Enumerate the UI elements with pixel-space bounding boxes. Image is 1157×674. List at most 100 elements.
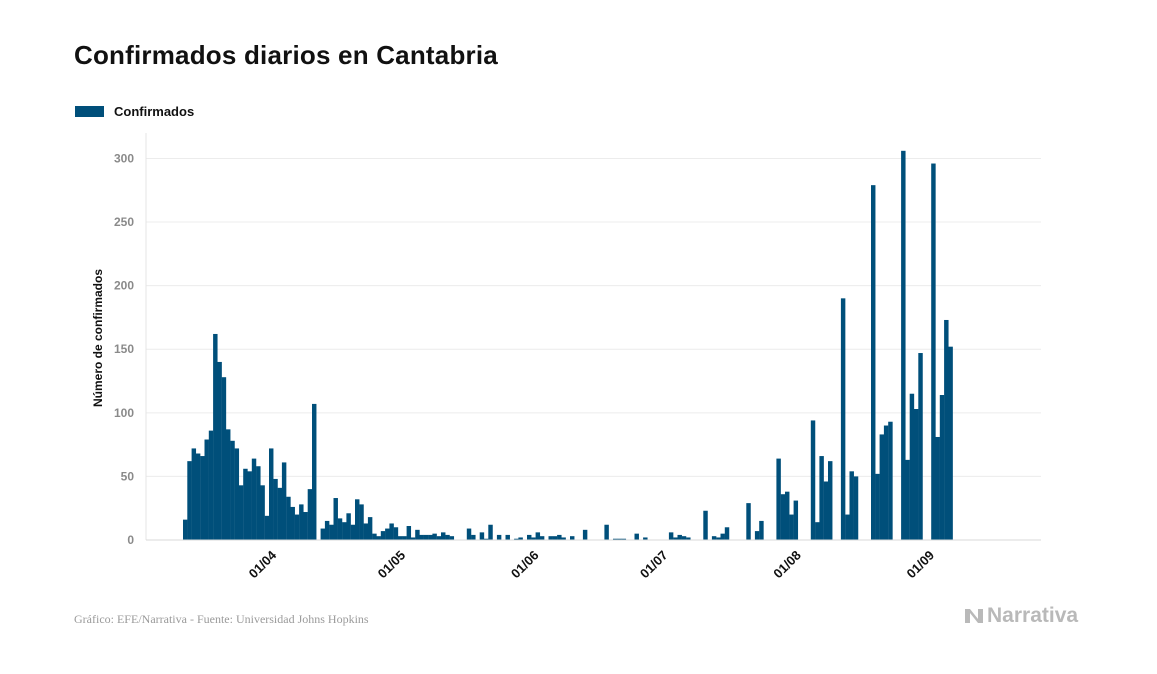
bar (780, 494, 786, 540)
legend-swatch (75, 106, 104, 117)
bar (428, 534, 433, 540)
y-tick-labels: 0 50 100 150 200 250 300 (114, 151, 134, 547)
bar (505, 534, 510, 540)
bar (535, 532, 541, 540)
bar (380, 531, 386, 540)
bar (561, 537, 566, 540)
bar (875, 473, 880, 540)
bar (759, 520, 764, 540)
bars (183, 150, 953, 541)
bar (415, 529, 420, 540)
bar (617, 538, 622, 540)
bar (183, 519, 188, 540)
bar (582, 529, 588, 540)
bar (918, 353, 923, 540)
y-tick-label: 300 (114, 151, 134, 165)
bar (883, 425, 889, 540)
bar (668, 532, 674, 540)
bar (711, 536, 717, 540)
bar (355, 499, 360, 540)
bar (840, 298, 846, 540)
brand-logo: Narrativa (964, 604, 1078, 628)
bar (828, 461, 833, 540)
bar (436, 536, 442, 540)
bar (419, 534, 424, 540)
bar (337, 518, 343, 540)
x-tick-label: 01/05 (375, 548, 409, 582)
bar (247, 471, 252, 540)
bar (484, 538, 489, 540)
bar (234, 448, 240, 540)
bar (226, 429, 231, 540)
bar (423, 534, 429, 540)
bar (230, 440, 235, 540)
bar (372, 533, 377, 540)
bar (320, 528, 326, 540)
bar (539, 536, 545, 540)
bar (281, 462, 287, 540)
bar (552, 536, 558, 540)
bar (290, 506, 295, 540)
bar (935, 436, 940, 540)
bar (613, 538, 618, 540)
bar (208, 430, 214, 540)
bar (471, 534, 476, 540)
bar (888, 421, 893, 540)
bar (518, 537, 523, 540)
bar (810, 420, 816, 540)
bar (333, 498, 338, 540)
bar (195, 453, 201, 540)
bar (449, 536, 455, 540)
bar (931, 163, 936, 540)
grid-lines (146, 157, 1041, 477)
legend: Confirmados (75, 104, 194, 119)
x-tick-label: 01/07 (637, 548, 671, 582)
y-tick-label: 0 (127, 533, 134, 547)
y-tick-label: 100 (114, 406, 134, 420)
bar (845, 514, 850, 540)
bar (406, 526, 412, 540)
bar (514, 538, 519, 540)
bar (376, 536, 381, 540)
x-tick-label: 01/06 (508, 548, 542, 582)
bar (273, 478, 278, 540)
bar (716, 537, 721, 540)
bar (342, 522, 347, 540)
bar (479, 532, 485, 540)
bar (634, 533, 639, 540)
bar (264, 515, 270, 540)
narrativa-logo-icon (965, 609, 983, 623)
bar (256, 466, 261, 540)
y-tick-label: 200 (114, 279, 134, 293)
bar (286, 496, 291, 540)
bar (307, 489, 313, 541)
legend-label: Confirmados (114, 104, 195, 119)
bar (849, 471, 854, 540)
bar (853, 476, 859, 540)
bar (269, 448, 274, 540)
bar (570, 536, 575, 540)
bar (677, 534, 682, 540)
chart-title: Confirmados diarios en Cantabria (74, 40, 498, 70)
bar (260, 485, 265, 540)
bar (187, 461, 192, 540)
bar (948, 346, 953, 540)
bar (488, 524, 493, 540)
bar (548, 536, 553, 540)
bar (299, 504, 304, 540)
bar (905, 459, 910, 540)
bar (776, 458, 781, 540)
bar (621, 538, 627, 540)
x-tick-label: 01/08 (770, 548, 804, 582)
bar (724, 527, 730, 540)
bar (393, 527, 399, 540)
bar (681, 536, 687, 540)
bar (410, 537, 416, 540)
bar (432, 533, 437, 540)
bar (243, 468, 248, 540)
bar (673, 537, 678, 540)
source-note: Gráfico: EFE/Narrativa - Fuente: Univers… (74, 612, 369, 626)
bar (823, 481, 829, 540)
bar (944, 319, 949, 540)
bar (871, 185, 876, 540)
